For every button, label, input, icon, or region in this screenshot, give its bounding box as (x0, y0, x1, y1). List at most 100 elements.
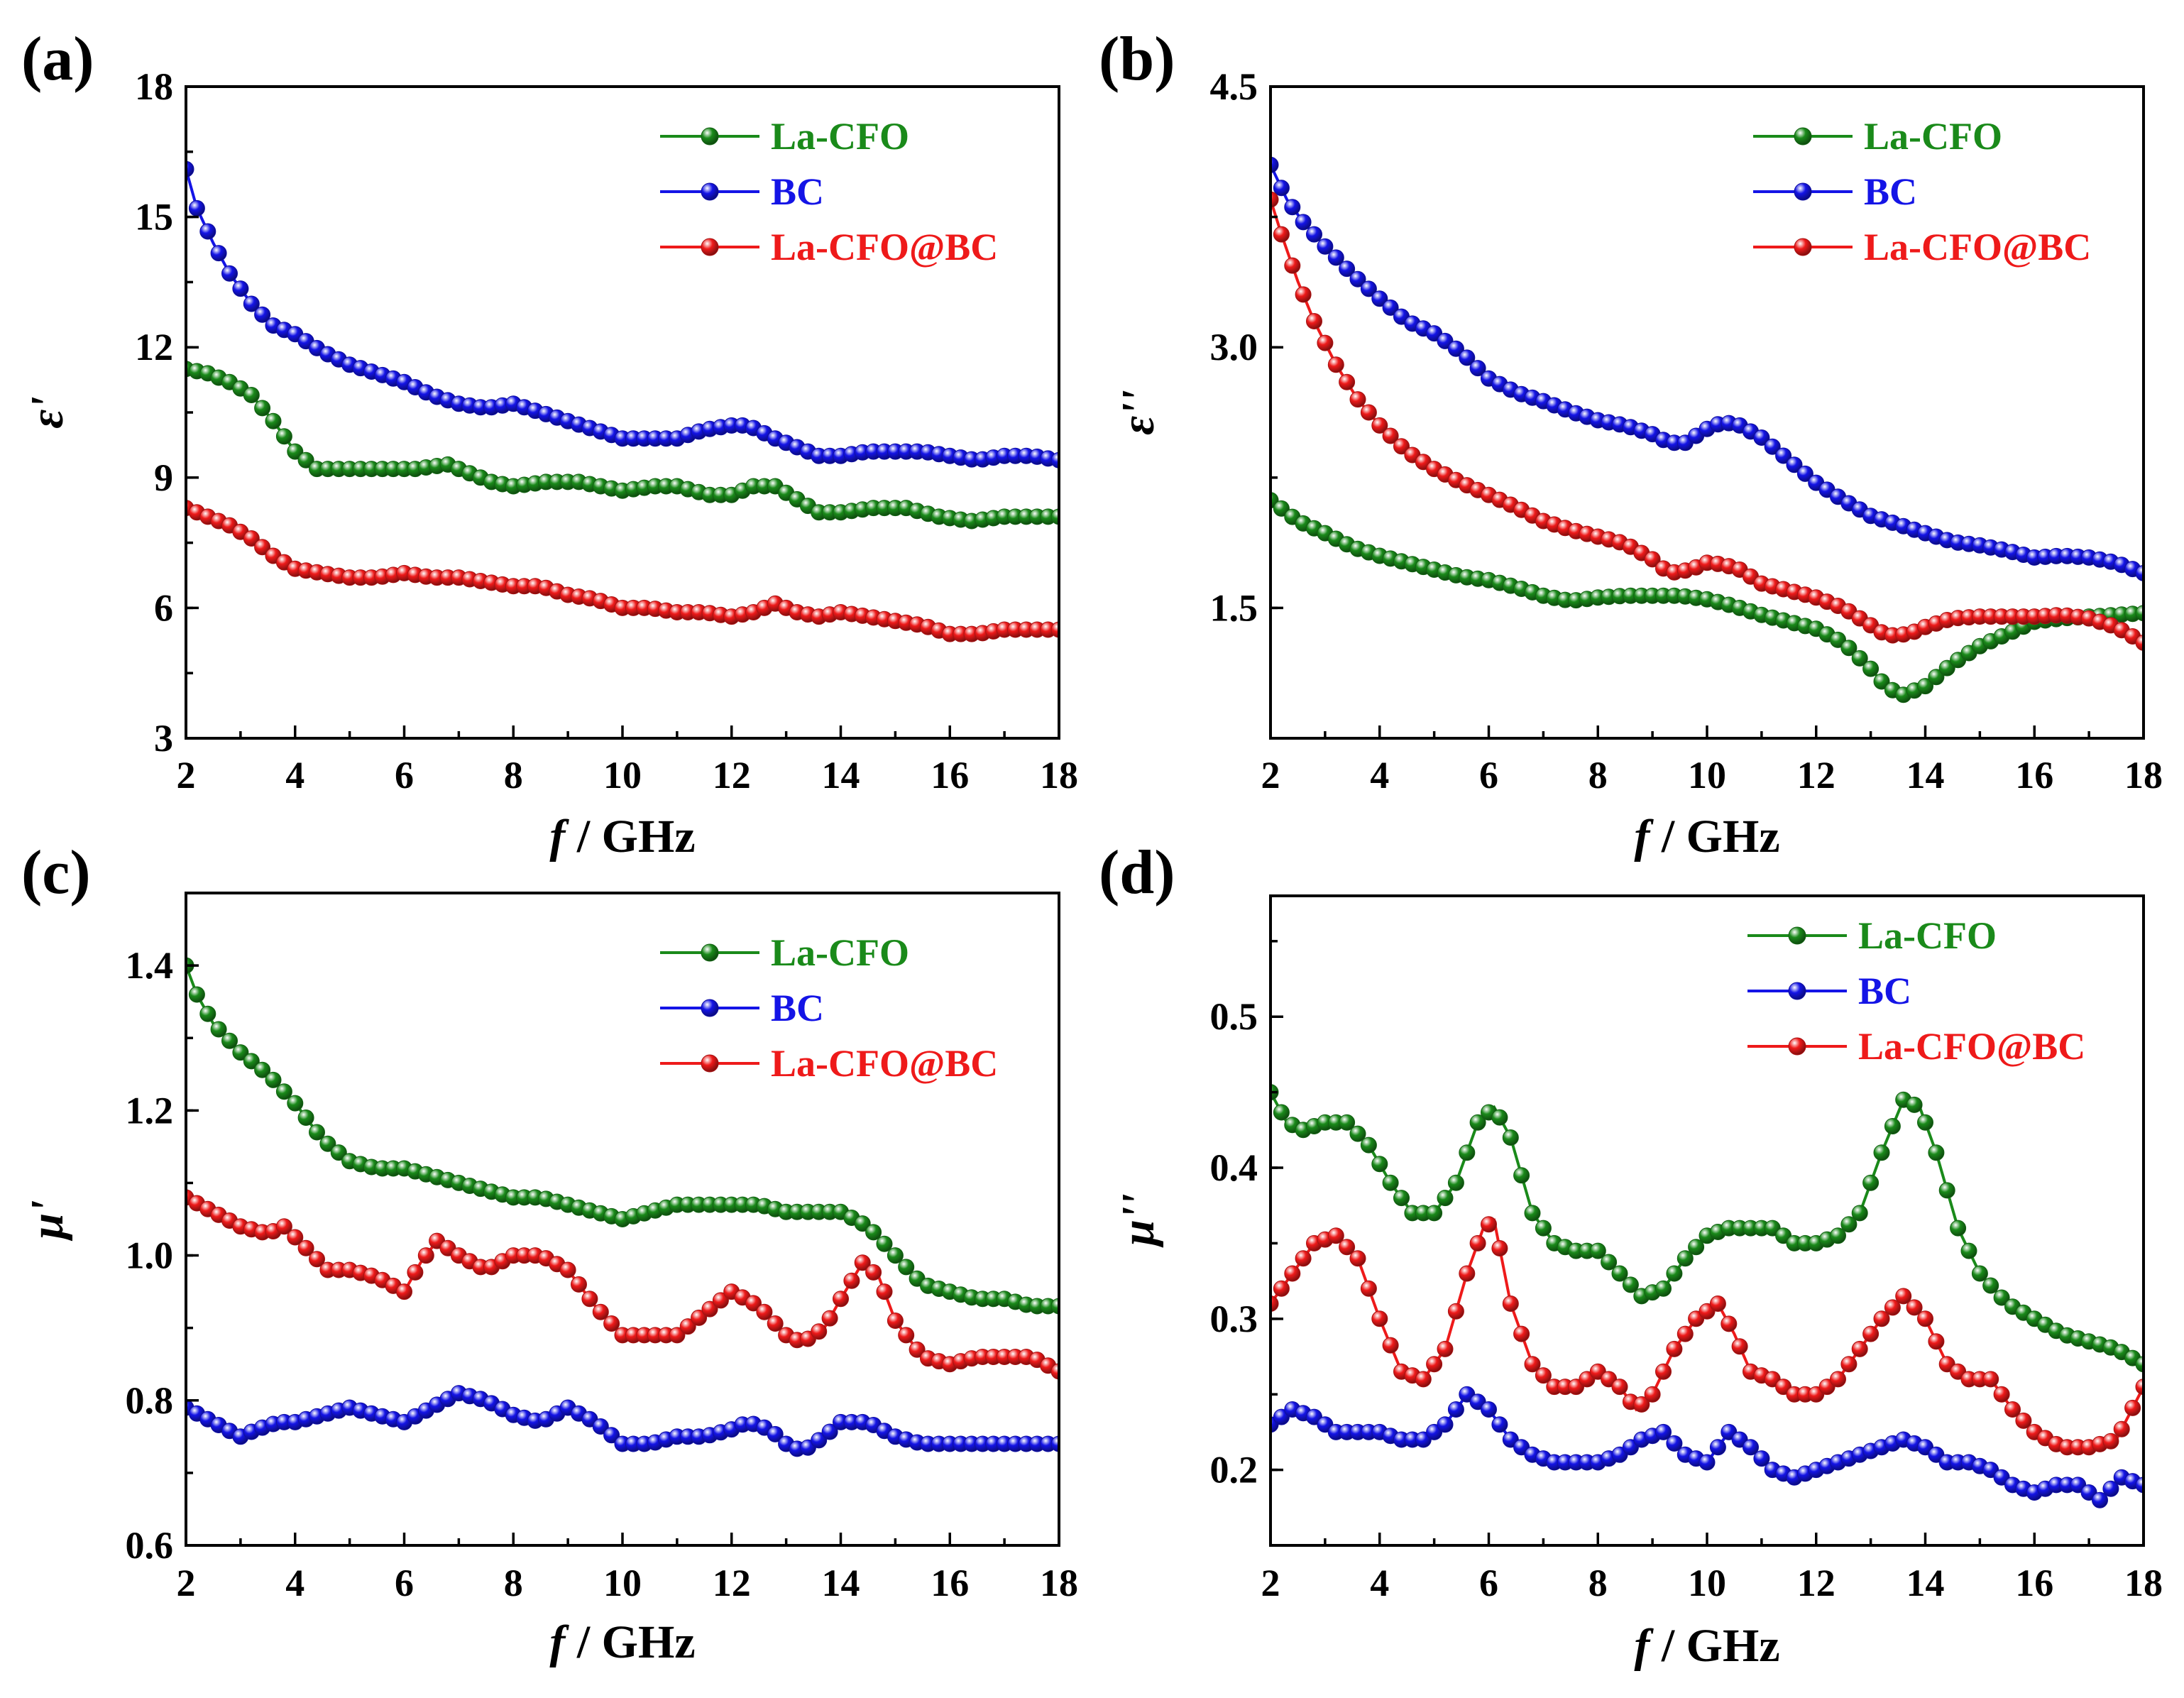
data-point (1764, 438, 1781, 455)
panel-d: 2 4 6 8 10 12 14 16 18 0.2 0.3 0.4 0.5 f / GHz μ'' (d) L… (1099, 838, 2163, 1672)
data-point (1327, 356, 1344, 373)
data-point (275, 1083, 292, 1100)
data-point (1666, 1435, 1683, 1452)
data-point (1481, 1216, 1497, 1233)
data-point (854, 1215, 871, 1232)
data-point (887, 1313, 904, 1329)
legend-marker (701, 182, 719, 201)
data-point (1491, 1416, 1508, 1433)
legend-marker (701, 999, 719, 1017)
data-point (745, 1295, 762, 1312)
legend: La-CFO BC La-CFO@BC (1753, 115, 2091, 268)
data-point (1502, 1129, 1519, 1146)
y-tick-label: 0.2 (1210, 1449, 1258, 1491)
series-line-bc (186, 168, 1059, 462)
y-tick-label: 3 (154, 717, 173, 760)
data-point (1601, 1254, 1618, 1271)
data-point (297, 451, 314, 469)
data-point (1862, 1174, 1880, 1191)
data-point (221, 1032, 238, 1049)
y-axis-title: μ' (21, 1200, 73, 1241)
data-point (1993, 1289, 2010, 1306)
data-point (2102, 1433, 2119, 1450)
legend-marker (701, 238, 719, 256)
data-point (1339, 1114, 1356, 1131)
data-point (287, 443, 304, 460)
data-point (1339, 1239, 1356, 1256)
x-tick-label: 12 (1797, 1562, 1835, 1604)
data-point (243, 295, 260, 312)
data-point (1050, 1435, 1059, 1452)
data-point (1993, 1386, 2010, 1403)
data-point (1349, 1125, 1366, 1142)
data-point (221, 265, 238, 282)
data-point (1786, 456, 1803, 473)
x-axis-title: f / GHz (549, 811, 695, 862)
x-tick-label: 4 (1370, 1562, 1389, 1604)
data-point (1917, 1310, 1933, 1327)
data-point (1491, 1240, 1508, 1256)
y-tick-label: 9 (154, 456, 173, 499)
data-point (2135, 564, 2144, 581)
x-tick-label: 16 (931, 1562, 969, 1604)
x-tick-label: 10 (603, 754, 642, 796)
data-point (1906, 1096, 1923, 1113)
series-markers-la-cfo (1271, 1084, 2144, 1373)
legend-label: BC (1858, 970, 1911, 1012)
data-point (821, 1423, 838, 1440)
x-tick-label: 8 (504, 754, 523, 796)
data-point (1524, 1356, 1541, 1373)
legend-label: BC (771, 987, 824, 1029)
data-point (571, 1276, 587, 1293)
data-point (1327, 1227, 1344, 1244)
data-point (1437, 1416, 1454, 1433)
data-point (199, 223, 216, 240)
legend-marker (701, 127, 719, 146)
data-point (1840, 1356, 1858, 1373)
data-point (603, 1315, 620, 1332)
data-point (701, 1300, 718, 1318)
data-point (1589, 1242, 1606, 1259)
legend-marker (1788, 926, 1806, 945)
data-point (417, 1247, 434, 1264)
y-tick-label: 1.2 (126, 1089, 174, 1132)
data-point (1382, 1337, 1399, 1354)
legend-label: La-CFO@BC (1858, 1025, 2085, 1068)
data-point (592, 1303, 609, 1320)
data-point (1524, 1205, 1541, 1222)
legend-label: La-CFO@BC (1864, 226, 2091, 268)
data-point (275, 428, 292, 445)
data-point (297, 1110, 314, 1126)
data-point (188, 199, 205, 217)
data-point (1382, 427, 1399, 444)
data-point (2015, 1412, 2032, 1429)
data-point (1327, 249, 1344, 266)
data-point (898, 1259, 915, 1276)
data-point (1731, 1338, 1748, 1355)
data-point (1271, 191, 1279, 208)
plot-area (1271, 1084, 2144, 1508)
y-tick-label: 1.5 (1210, 586, 1258, 629)
data-point (1271, 156, 1279, 173)
data-point (1481, 1401, 1497, 1418)
panel-a: 2 4 6 8 10 12 14 16 18 3 6 9 12 15 18 f / GHz ε' (a) La-CF… (21, 25, 1078, 862)
data-point (811, 1432, 828, 1449)
legend-label: La-CFO (1864, 115, 2002, 158)
data-point (1273, 180, 1290, 197)
data-point (1982, 1277, 1999, 1294)
data-point (1971, 1265, 1988, 1282)
data-point (865, 1264, 882, 1281)
y-tick-label: 4.5 (1210, 65, 1258, 108)
data-point (887, 1247, 904, 1264)
data-point (865, 1224, 882, 1241)
x-tick-label: 12 (713, 754, 751, 796)
x-tick-label: 18 (2124, 1562, 2163, 1604)
data-point (1840, 1216, 1858, 1233)
data-point (275, 1218, 292, 1235)
legend-label: La-CFO (771, 115, 909, 158)
data-point (1688, 1239, 1705, 1256)
data-point (1862, 660, 1880, 677)
data-point (1469, 1234, 1486, 1251)
data-point (1050, 1298, 1059, 1315)
